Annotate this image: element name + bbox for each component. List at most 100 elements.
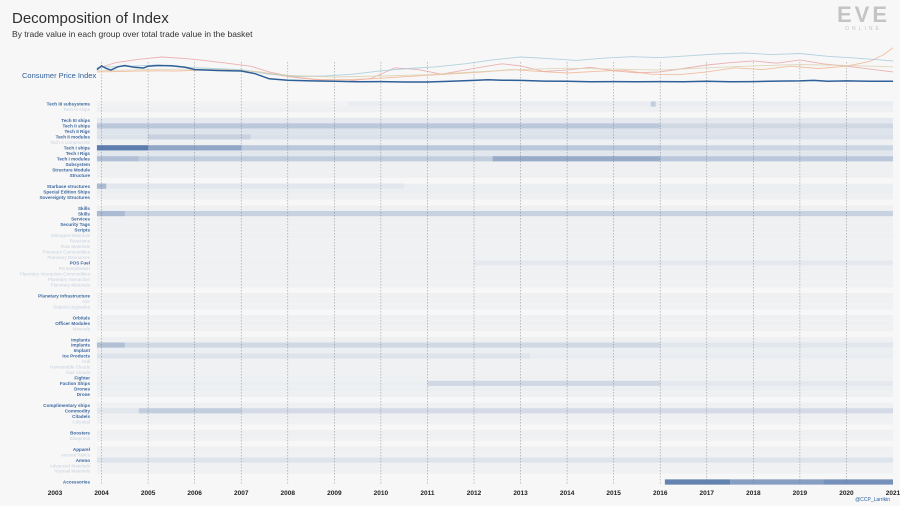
heat-cell (96, 320, 893, 326)
heat-cell (241, 408, 893, 414)
heat-cell (138, 408, 242, 414)
heat-cell (96, 408, 139, 414)
heat-cell (96, 358, 893, 365)
comparison-line-1 (96, 56, 894, 82)
logo-sub-text: ONLINE (845, 26, 882, 32)
heat-cell (96, 298, 893, 304)
heat-cell (96, 134, 149, 140)
heat-cell (96, 462, 893, 469)
heat-cell (96, 419, 893, 425)
heat-cell (96, 276, 893, 282)
row-label: Tech III ships (61, 118, 90, 123)
heat-cell (96, 391, 893, 397)
row-label: Structure (70, 173, 91, 178)
heat-cell (96, 210, 125, 217)
heatmap-cells (96, 101, 894, 485)
heat-cell (96, 446, 893, 452)
heat-cell (96, 243, 893, 250)
row-label: Drones (74, 387, 90, 392)
row-label: Starbase structures (47, 184, 91, 189)
heat-cell (96, 172, 893, 178)
x-tick-2018: 2018 (746, 490, 761, 497)
x-tick-2016: 2016 (653, 490, 668, 497)
heat-cell (96, 342, 125, 348)
row-label: Implant (74, 348, 91, 353)
comparison-line-2 (96, 47, 894, 81)
row-label: Fighter (74, 376, 90, 381)
row-label: Orbitals (73, 315, 91, 320)
heat-cell (96, 139, 893, 145)
heat-cell (96, 238, 893, 244)
row-label: Minerals (73, 326, 91, 331)
heat-cell (427, 380, 661, 387)
chart-subtitle: By trade value in each group over total … (12, 29, 253, 39)
row-label: Planetary Interaction Commodities (20, 272, 91, 277)
heat-cell (96, 189, 893, 195)
x-tick-2003: 2003 (48, 490, 63, 497)
heat-cell (96, 364, 893, 370)
x-tick-2013: 2013 (513, 490, 528, 497)
row-label: Services (71, 217, 90, 222)
heat-cell (96, 271, 893, 277)
row-label: Drone (77, 392, 91, 397)
heat-cell (97, 101, 348, 106)
heat-cell (96, 457, 893, 463)
heat-cell (96, 375, 893, 381)
heat-cell (96, 293, 893, 299)
comparison-line-4 (96, 64, 894, 78)
x-axis-ticks: 2003 2004 2005 2006 2007 2008 2009 2010 2011 2012… (48, 490, 900, 497)
year-gridlines (101, 62, 847, 484)
row-label: Tech II Rigs (65, 129, 91, 134)
heat-cell (96, 304, 893, 310)
x-tick-2009: 2009 (327, 490, 342, 497)
row-label: Subsystem (65, 162, 90, 167)
row-label: Skills (78, 206, 90, 211)
row-label: Officer Modules (55, 321, 90, 326)
x-tick-2004: 2004 (94, 490, 109, 497)
row-label: Faction Ships (60, 381, 91, 386)
heat-cell (474, 260, 893, 266)
heat-cell (660, 145, 893, 151)
heat-cell (660, 380, 893, 387)
x-tick-2017: 2017 (700, 490, 715, 497)
row-label: Planetary Interaction (48, 277, 91, 282)
x-tick-2007: 2007 (234, 490, 249, 497)
x-tick-2014: 2014 (560, 490, 575, 497)
heat-cell (96, 227, 893, 233)
x-tick-2010: 2010 (374, 490, 389, 497)
logo-main-text: EVE (836, 2, 890, 27)
heat-cell (730, 479, 824, 485)
heat-cell (96, 413, 893, 419)
row-label: Gas Clouds (66, 370, 91, 375)
heat-cell (664, 479, 731, 485)
heat-cell (96, 249, 893, 255)
row-label: POS Fuel (70, 261, 90, 266)
heat-cell (660, 342, 893, 348)
row-label: Implants (71, 337, 90, 342)
heat-cell (96, 232, 893, 239)
row-label: Ore (82, 299, 90, 304)
x-tick-2006: 2006 (187, 490, 202, 497)
row-label: Hull (82, 359, 90, 364)
heat-cell (650, 101, 656, 107)
heat-cell (404, 183, 893, 189)
heat-cell (96, 430, 893, 436)
row-label: Citadels (72, 414, 90, 419)
row-label: Tech III subsystems (47, 102, 91, 107)
row-label: Outpost Upgrades (53, 304, 91, 309)
heat-cell (529, 353, 893, 359)
heat-cell (348, 101, 893, 107)
heat-cell (96, 106, 893, 113)
x-tick-2019: 2019 (793, 490, 808, 497)
row-label: Tech II ships (63, 124, 91, 129)
heat-cell (96, 282, 893, 288)
heat-cell (492, 156, 661, 162)
comparison-line-3 (96, 52, 894, 77)
row-label: Commodity (65, 408, 91, 413)
row-label: Planetary Materials (51, 282, 91, 287)
heat-cell (96, 435, 893, 441)
row-label: Celestial (72, 419, 90, 424)
x-tick-2021: 2021 (886, 490, 900, 497)
heat-cell (96, 336, 893, 343)
